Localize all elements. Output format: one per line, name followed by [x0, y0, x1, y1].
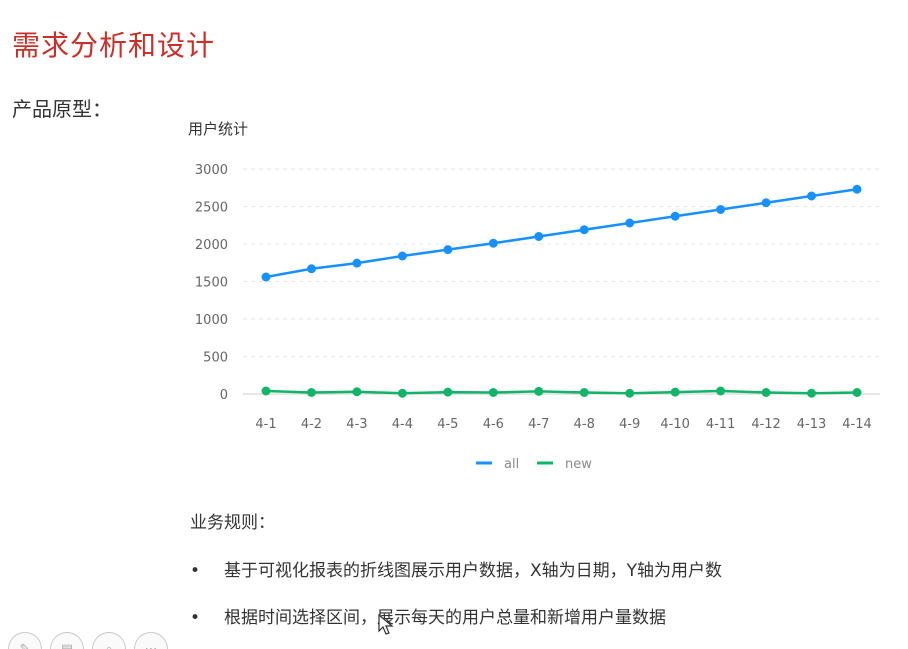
zoom-icon[interactable]: ⌕ [92, 632, 126, 649]
data-point-new [670, 387, 680, 397]
data-point-all [352, 258, 362, 268]
data-point-new [443, 387, 453, 397]
data-point-all [261, 272, 271, 282]
data-point-new [488, 388, 498, 397]
y-tick-label: 0 [220, 388, 228, 403]
x-tick-label: 4-9 [619, 417, 640, 432]
data-point-all [443, 245, 453, 255]
x-tick-label: 4-3 [346, 417, 367, 432]
legend-label-all: all [504, 457, 519, 472]
x-tick-label: 4-6 [483, 417, 504, 432]
x-tick-label: 4-2 [301, 417, 322, 432]
data-point-new [716, 386, 726, 396]
series-line-all [265, 188, 858, 279]
page-title: 需求分析和设计 [12, 29, 216, 62]
data-point-all [807, 191, 817, 201]
data-point-new [261, 386, 271, 396]
data-point-all [852, 184, 862, 194]
rule-item: • 根据时间选择区间，展示每天的用户总量和新增用户量数据 [190, 603, 666, 628]
x-tick-label: 4-8 [574, 417, 595, 432]
data-point-all [670, 211, 680, 221]
x-tick-label: 4-11 [706, 417, 736, 432]
data-point-all [306, 264, 316, 274]
x-tick-label: 4-1 [255, 417, 276, 432]
x-tick-label: 4-12 [751, 417, 781, 432]
data-point-all [397, 251, 407, 261]
x-tick-label: 4-5 [437, 417, 458, 432]
data-point-new [761, 388, 771, 397]
data-point-new [852, 388, 862, 397]
y-tick-label: 2500 [195, 201, 228, 216]
rule-text: 根据时间选择区间，展示每天的用户总量和新增用户量数据 [224, 608, 666, 628]
series-line-new [265, 389, 858, 395]
data-point-new [306, 388, 316, 397]
y-tick-label: 500 [203, 351, 228, 366]
y-tick-label: 1000 [195, 313, 228, 328]
chart-title: 用户统计 [188, 120, 248, 138]
x-tick-label: 4-10 [660, 417, 690, 432]
x-tick-label: 4-7 [528, 417, 549, 432]
y-tick-label: 3000 [195, 163, 228, 178]
data-point-all [579, 225, 589, 235]
x-tick-label: 4-14 [842, 417, 872, 432]
x-tick-label: 4-13 [797, 417, 827, 432]
rule-item: • 基于可视化报表的折线图展示用户数据，X轴为日期，Y轴为用户数 [190, 556, 722, 581]
data-point-new [534, 386, 544, 396]
data-point-new [625, 388, 635, 398]
bullet: • [190, 561, 201, 581]
y-tick-label: 2000 [195, 238, 228, 253]
data-point-new [397, 388, 407, 398]
data-point-new [579, 388, 589, 397]
y-tick-label: 1500 [195, 276, 228, 291]
x-tick-label: 4-4 [392, 417, 413, 432]
data-point-all [488, 238, 498, 248]
more-icon[interactable]: ⋯ [134, 632, 168, 649]
pen-icon[interactable]: ✎ [8, 632, 42, 649]
data-point-new [352, 387, 362, 397]
presentation-toolbar: ✎ ▤ ⌕ ⋯ [8, 632, 168, 649]
rule-text: 基于可视化报表的折线图展示用户数据，X轴为日期，Y轴为用户数 [224, 561, 723, 581]
bullet: • [190, 608, 201, 628]
data-point-all [761, 198, 771, 208]
data-point-new [807, 388, 817, 398]
data-point-all [534, 232, 544, 241]
prototype-label: 产品原型： [12, 97, 112, 121]
mouse-cursor-icon [378, 614, 394, 635]
data-point-all [716, 205, 726, 214]
business-rules-title: 业务规则： [190, 513, 275, 533]
data-point-all [625, 218, 635, 228]
legend-label-new: new [565, 457, 592, 472]
slides-icon[interactable]: ▤ [50, 632, 84, 649]
